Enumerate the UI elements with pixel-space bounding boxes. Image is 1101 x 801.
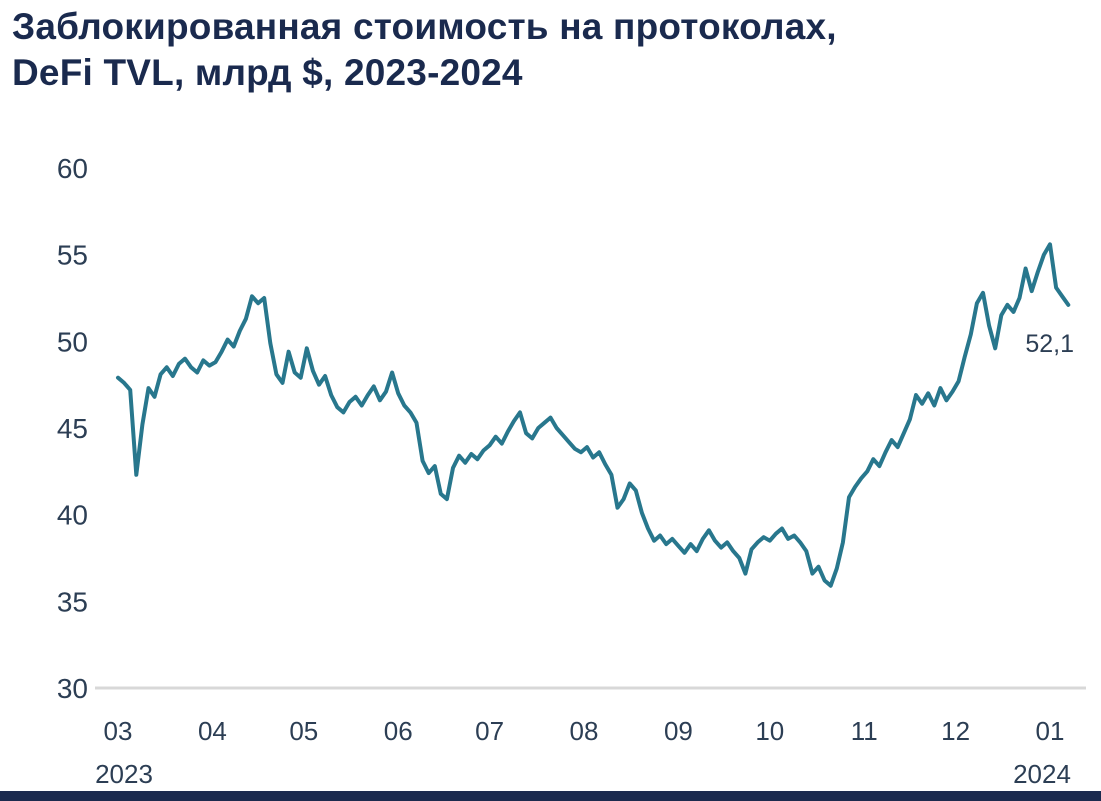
y-axis-label: 45	[57, 413, 88, 444]
x-axis-label: 03	[104, 716, 133, 746]
y-axis-label: 50	[57, 326, 88, 357]
y-axis-label: 55	[57, 240, 88, 271]
x-axis-label: 04	[198, 716, 227, 746]
x-axis-label: 08	[570, 716, 599, 746]
x-axis-label: 07	[475, 716, 504, 746]
y-axis-label: 40	[57, 500, 88, 531]
footer-bar	[0, 791, 1101, 801]
x-axis-label: 12	[941, 716, 970, 746]
x-axis-label: 05	[289, 716, 318, 746]
x-axis-label: 09	[664, 716, 693, 746]
chart-title: Заблокированная стоимость на протоколах,…	[12, 4, 837, 95]
tvl-series-line	[116, 242, 1071, 588]
x-axis-label: 11	[851, 716, 878, 746]
x-axis-year-label: 2024	[1013, 759, 1071, 789]
y-axis-label: 60	[57, 153, 88, 184]
x-axis-label: 10	[755, 716, 784, 746]
end-value-label: 52,1	[1025, 330, 1074, 358]
x-axis-label: 06	[384, 716, 413, 746]
y-axis-label: 30	[57, 673, 88, 704]
y-axis-label: 35	[57, 586, 88, 617]
x-axis-label: 01	[1036, 716, 1065, 746]
x-axis-year-label: 2023	[95, 759, 153, 789]
chart-title-line2: DeFi TVL, млрд $, 2023-2024	[12, 51, 523, 93]
chart-title-line1: Заблокированная стоимость на протоколах,	[12, 6, 837, 47]
